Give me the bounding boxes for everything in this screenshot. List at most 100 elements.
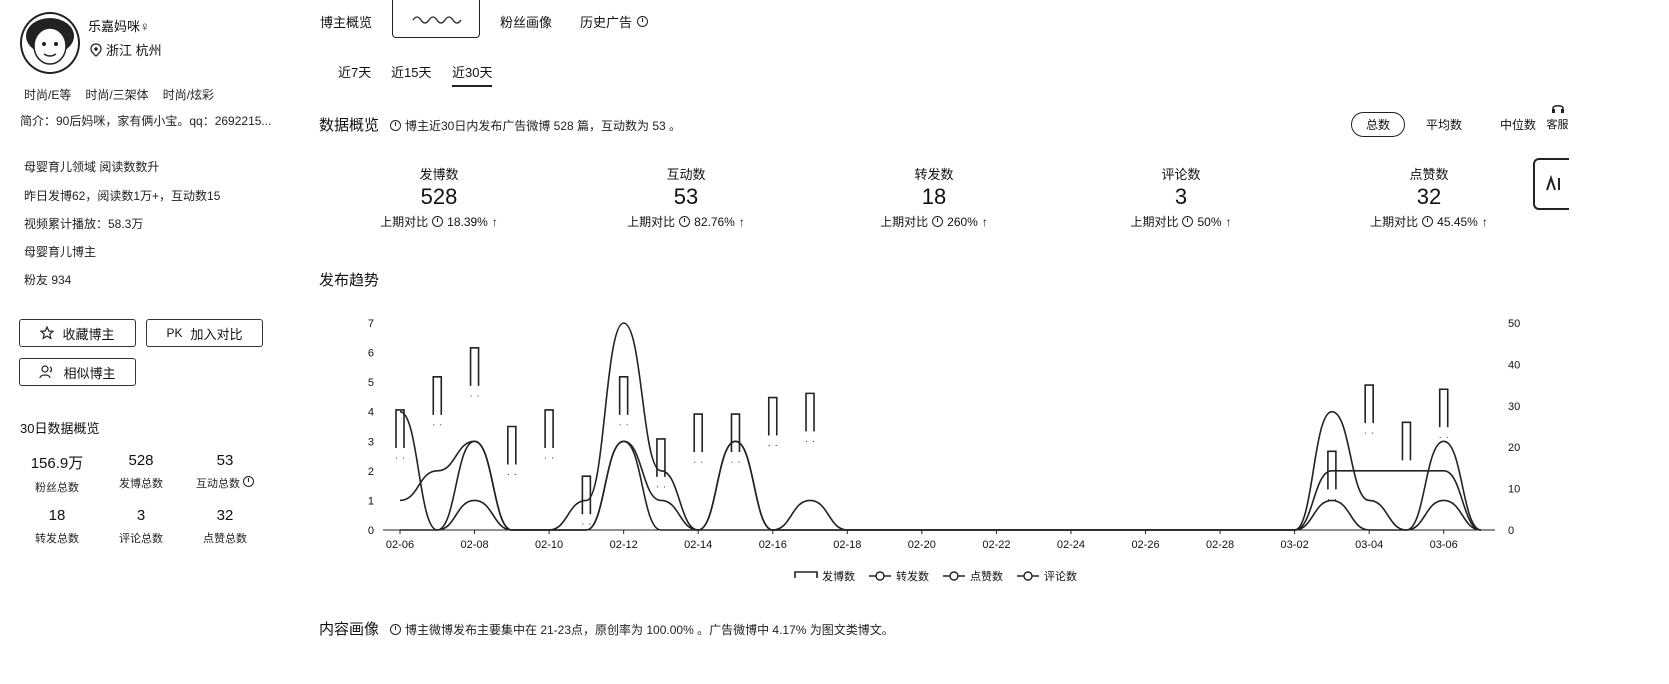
x-tick-label: 02-14 [684,539,712,551]
toggle-average[interactable]: 平均数 [1426,118,1463,132]
x-tick-label: 02-10 [535,539,563,551]
stat-value: 53 [216,452,234,469]
stat-label: 发博总数 [119,478,163,490]
tab-fan-profile[interactable]: 粉丝画像 [500,15,553,30]
y-left-tick-label: 4 [368,407,374,419]
compare-value: 45.45% [1437,214,1478,229]
tab-ad-history-label: 历史广告 [580,15,633,30]
data-overview-note-text: 博主近30日内发布广告微博 528 篇，互动数为 53 。 [405,119,682,133]
location-pin-icon [90,42,102,57]
legend-label: 发博数 [822,569,855,583]
metric-value: 18 [921,184,947,209]
info-icon [932,216,944,227]
y-left-tick-label: 1 [368,495,374,507]
info-icon [432,216,444,227]
info-icon [1422,216,1434,227]
profile-tags: 时尚/E等 时尚/三架体 时尚/炫彩 [24,86,214,103]
data-overview-title: 数据概览 [319,117,380,134]
x-tick-label: 03-02 [1281,539,1309,551]
toggle-median[interactable]: 中位数 [1500,118,1537,132]
info-line: 母婴育儿博主 [24,245,97,259]
compare-value: 18.39% [447,214,488,229]
info-line: 视频累计播放：58.3万 [24,217,144,231]
legend-label: 点赞数 [970,570,1003,583]
stat-value: 32 [216,507,234,524]
users-icon [39,365,53,379]
metric-label: 评论数 [1161,167,1201,182]
stat-value: 3 [136,507,146,524]
avatar-face-icon [26,18,74,65]
up-arrow-icon: ↑ [491,214,498,229]
tool-icon [1546,174,1560,191]
metric-card: 转发数 18 上期对比 260% ↑ [854,164,1014,230]
metric-label: 点赞数 [1409,167,1449,182]
profile-tag: 时尚/E等 [24,88,72,102]
post-count-bar [581,475,592,515]
stat-label-text: 互动总数 [195,478,240,490]
overview-stat: 528 发博总数 [101,452,181,491]
info-line: 粉友 934 [24,273,72,287]
collect-button[interactable]: 收藏博主 [19,319,136,347]
x-tick-label: 02-28 [1206,539,1234,551]
similar-label: 相似博主 [63,365,116,381]
series-line [399,440,1482,531]
customer-service[interactable]: 客服 [1546,103,1569,132]
overview-stat: 53 互动总数 [185,452,265,491]
metric-value: 3 [1174,184,1188,209]
stat-label: 点赞总数 [203,533,247,545]
period-30d[interactable]: 近30天 [452,62,493,87]
metric-value: 528 [420,184,458,209]
stat-value: 156.9万 [30,455,84,472]
period-15d[interactable]: 近15天 [391,65,432,80]
scribble-icon [412,16,462,24]
info-line: 昨日发博62，阅读数1万+，互动数15 [24,189,221,203]
y-right-tick-label: 50 [1508,318,1520,330]
data-overview-note: 博主近30日内发布广告微博 528 篇，互动数为 53 。 [390,117,681,134]
compare-value: 50% [1197,214,1222,229]
metric-compare: 上期对比 45.45% ↑ [1349,213,1509,230]
period-7d[interactable]: 近7天 [338,65,372,80]
series-line [399,440,1482,531]
trend-title: 发布趋势 [319,272,380,289]
profile-name: 乐嘉妈咪♀ [88,19,150,34]
post-count-bar [1438,388,1449,428]
metric-card: 互动数 53 上期对比 82.76% ↑ [606,164,766,230]
metric-label: 互动数 [666,167,706,182]
x-tick-label: 02-26 [1131,539,1159,551]
compare-label: 上期对比 [1370,215,1419,229]
content-profile-title: 内容画像 [319,621,380,638]
info-icon [679,216,691,227]
tab-active-illegible[interactable] [392,0,480,38]
info-icon [390,120,401,131]
x-tick-label: 02-22 [982,539,1010,551]
info-icon [1182,216,1194,227]
tab-blogger-overview[interactable]: 博主概览 [320,15,373,30]
profile-tag: 时尚/三架体 [85,88,149,102]
add-compare-button[interactable]: PK 加入对比 [146,319,263,347]
legend-swatch-bar [794,571,818,578]
floating-tool-button[interactable] [1533,158,1569,210]
legend-swatch-marker [949,571,959,581]
similar-button[interactable]: 相似博主 [19,358,136,386]
toggle-total[interactable]: 总数 [1351,112,1406,137]
x-tick-label: 02-18 [833,539,861,551]
tab-ad-history[interactable]: 历史广告 [580,12,649,31]
legend-swatch-marker [1023,571,1033,581]
y-left-tick-label: 5 [368,377,374,389]
stat-label: 互动总数 [185,475,265,491]
compare-label: 上期对比 [380,215,429,229]
metric-compare: 上期对比 260% ↑ [854,213,1014,230]
overview-stat: 3 评论总数 [101,507,181,546]
stat-value: 18 [48,507,66,524]
compare-value: 82.76% [694,214,735,229]
avatar [20,12,80,74]
compare-value: 260% [947,214,978,229]
x-tick-label: 02-08 [460,539,488,551]
stat-label: 评论总数 [119,533,163,545]
info-icon [637,16,649,27]
info-icon[interactable] [243,476,255,487]
content-profile-note-text: 博主微博发布主要集中在 21-23点，原创率为 100.00% 。广告微博中 4… [405,623,894,637]
compare-label: 上期对比 [1130,215,1179,229]
headset-icon [1551,105,1564,113]
metric-card: 评论数 3 上期对比 50% ↑ [1101,164,1261,230]
